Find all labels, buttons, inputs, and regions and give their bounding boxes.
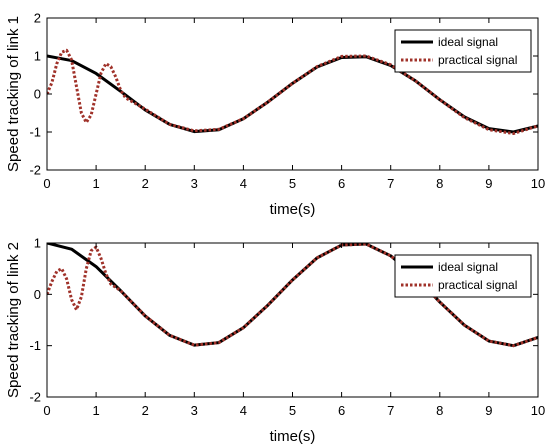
x-tick-label: 1 bbox=[92, 403, 99, 418]
y-tick-label: -2 bbox=[29, 163, 41, 178]
x-tick-label: 7 bbox=[387, 403, 394, 418]
x-tick-label: 3 bbox=[191, 176, 198, 191]
series-line-practical-signal bbox=[47, 48, 538, 136]
legend-label: ideal signal bbox=[438, 260, 498, 274]
x-tick-label: 4 bbox=[240, 403, 247, 418]
series-line-ideal-signal bbox=[47, 243, 538, 348]
x-tick-label: 5 bbox=[289, 176, 296, 191]
x-tick-label: 7 bbox=[387, 176, 394, 191]
y-tick-label: -1 bbox=[29, 338, 41, 353]
legend-box bbox=[394, 29, 532, 73]
x-tick-label: 6 bbox=[338, 403, 345, 418]
x-tick-label: 2 bbox=[142, 176, 149, 191]
x-axis-title: time(s) bbox=[270, 201, 316, 218]
x-tick-label: 5 bbox=[289, 403, 296, 418]
x-axis-title: time(s) bbox=[270, 428, 316, 445]
x-tick-label: 4 bbox=[240, 176, 247, 191]
y-axis-title: Speed tracking of link 2 bbox=[5, 242, 22, 398]
x-tick-label: 8 bbox=[436, 176, 443, 191]
x-tick-label: 10 bbox=[531, 176, 545, 191]
x-tick-label: 9 bbox=[485, 403, 492, 418]
x-tick-label: 8 bbox=[436, 403, 443, 418]
y-tick-label: -1 bbox=[29, 125, 41, 140]
y-tick-label: 0 bbox=[34, 87, 41, 102]
legend-label: practical signal bbox=[438, 278, 517, 292]
x-tick-label: 2 bbox=[142, 403, 149, 418]
x-tick-label: 10 bbox=[531, 403, 545, 418]
chart-panel-2: 0 1 2 3 4 5 6 7 8 9 10 -2 -1 0 1 time(s) Speed tracking … bbox=[5, 236, 545, 446]
x-tick-label: 1 bbox=[92, 176, 99, 191]
y-tick-label: 0 bbox=[34, 287, 41, 302]
legend-box bbox=[394, 254, 532, 298]
y-tick-label: 2 bbox=[34, 11, 41, 26]
y-axis-title: Speed tracking of link 1 bbox=[5, 16, 22, 172]
x-tick-label: 3 bbox=[191, 403, 198, 418]
y-tick-label: 1 bbox=[34, 49, 41, 64]
chart-panel-1: 0 1 2 3 4 5 6 7 8 9 10 -2 -1 0 1 2 time(s) Speed tracking… bbox=[5, 11, 545, 219]
legend: ideal signal practical signal bbox=[394, 29, 532, 73]
series-line-practical-signal bbox=[47, 243, 538, 348]
y-tick-label: 1 bbox=[34, 236, 41, 251]
y-tick-label: -2 bbox=[29, 390, 41, 405]
legend: ideal signal practical signal bbox=[394, 254, 532, 298]
x-tick-label: 0 bbox=[43, 176, 50, 191]
x-tick-label: 0 bbox=[43, 403, 50, 418]
legend-label: ideal signal bbox=[438, 35, 498, 49]
legend-label: practical signal bbox=[438, 53, 517, 67]
x-tick-label: 9 bbox=[485, 176, 492, 191]
x-tick-label: 6 bbox=[338, 176, 345, 191]
